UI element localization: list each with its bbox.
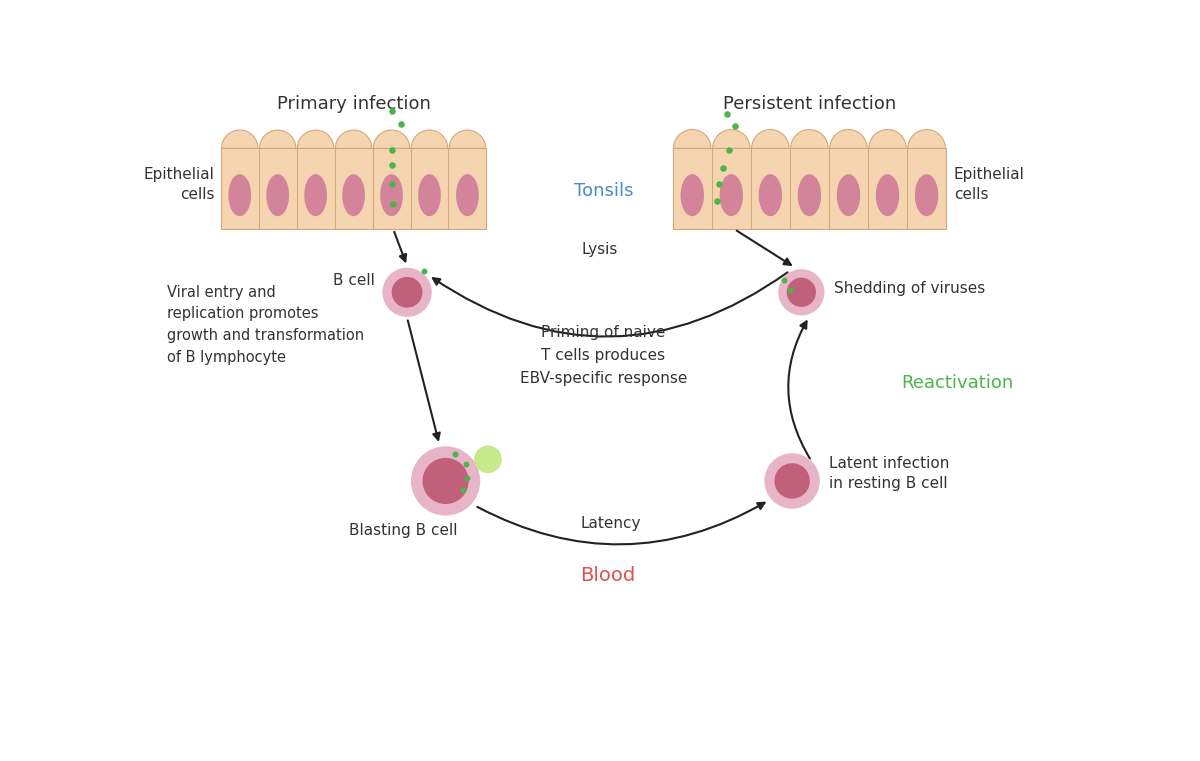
Point [382,144,401,156]
Circle shape [391,277,422,307]
Text: Primary infection: Primary infection [277,94,431,113]
Text: Viral entry and
replication promotes
growth and transformation
of B lymphocyte: Viral entry and replication promotes gro… [167,285,364,365]
Ellipse shape [798,174,821,216]
Wedge shape [298,130,334,148]
Point [384,198,403,210]
Wedge shape [449,130,486,148]
Point [719,144,738,156]
Text: Epithelial
cells: Epithelial cells [954,167,1025,202]
Circle shape [787,278,816,307]
Circle shape [764,454,820,508]
Text: Reactivation: Reactivation [901,374,1014,392]
Ellipse shape [305,174,328,216]
Text: Blasting B cell: Blasting B cell [349,524,457,539]
Circle shape [383,268,432,317]
Wedge shape [412,130,448,148]
Ellipse shape [876,174,899,216]
Text: Epithelial
cells: Epithelial cells [144,167,215,202]
Point [456,458,475,470]
Circle shape [474,445,502,473]
Text: Latency: Latency [581,516,642,530]
Point [391,119,410,131]
Point [709,178,728,190]
Wedge shape [373,130,409,148]
Wedge shape [335,130,372,148]
Ellipse shape [836,174,860,216]
Text: Lysis: Lysis [582,243,618,257]
Ellipse shape [680,174,704,216]
Point [780,284,799,296]
Ellipse shape [758,174,782,216]
Wedge shape [791,129,828,148]
Circle shape [422,458,469,504]
Wedge shape [869,129,906,148]
Text: Blood: Blood [580,566,635,585]
Point [718,107,737,119]
Wedge shape [751,129,790,148]
Ellipse shape [228,174,251,216]
Text: Latent infection
in resting B cell: Latent infection in resting B cell [829,456,949,491]
Ellipse shape [914,174,938,216]
Bar [221,148,486,229]
Point [457,472,476,484]
Text: Shedding of viruses: Shedding of viruses [834,281,985,296]
Wedge shape [222,130,258,148]
Circle shape [779,269,824,315]
Ellipse shape [456,174,479,216]
Wedge shape [673,129,712,148]
Point [726,120,745,132]
Wedge shape [908,129,946,148]
Circle shape [410,446,480,516]
Ellipse shape [266,174,289,216]
Point [382,105,401,117]
Point [775,274,794,286]
Text: B cell: B cell [332,273,374,288]
Text: Persistent infection: Persistent infection [722,94,896,113]
Circle shape [774,463,810,498]
Ellipse shape [418,174,440,216]
Wedge shape [713,129,750,148]
Point [382,159,401,171]
Wedge shape [259,130,296,148]
Text: Priming of naive
T cells produces
EBV-specific response: Priming of naive T cells produces EBV-sp… [520,324,688,387]
Wedge shape [829,129,868,148]
Ellipse shape [342,174,365,216]
Point [382,178,401,190]
Ellipse shape [380,174,403,216]
Point [452,484,472,496]
Point [713,161,732,174]
Bar [673,148,946,229]
Text: Tonsils: Tonsils [574,182,634,199]
Point [414,265,433,277]
Ellipse shape [720,174,743,216]
Point [707,196,726,208]
Point [445,448,464,460]
